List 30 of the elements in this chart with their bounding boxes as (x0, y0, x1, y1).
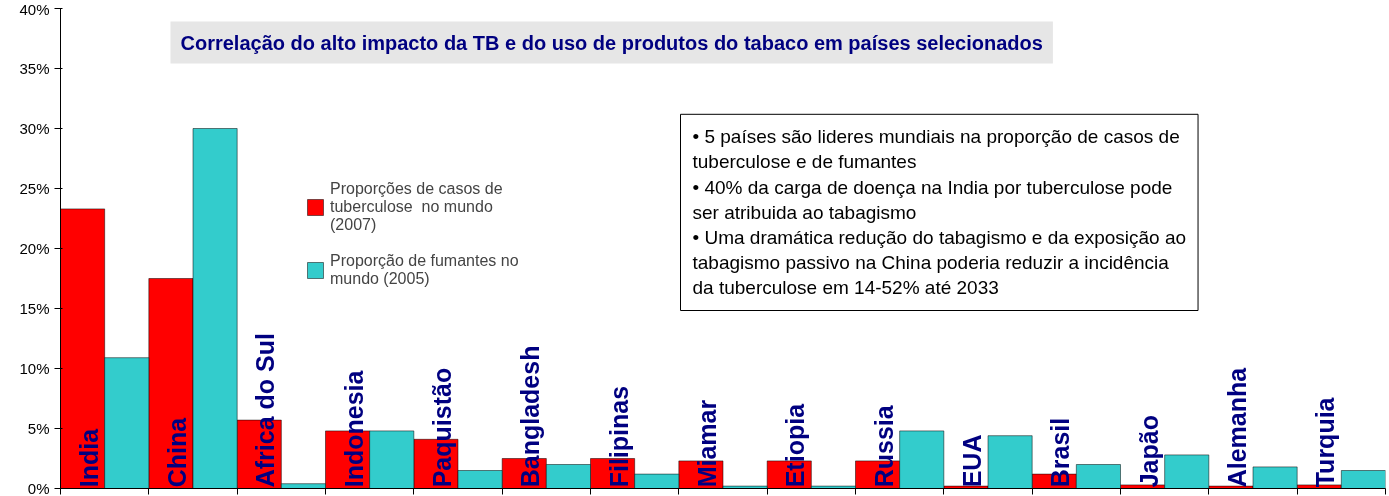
y-tick-label: 20% (19, 240, 50, 257)
x-tick-label: China (163, 416, 192, 488)
y-tick-label: 30% (19, 120, 50, 137)
x-tick-label: Africa do Sul (251, 333, 280, 488)
x-tick-label: Miamar (693, 399, 722, 488)
y-tick-label: 40% (19, 0, 50, 18)
x-tick-label: Russia (869, 404, 898, 488)
x-tick-label: Paquistão (428, 367, 457, 488)
y-tick-label: 15% (19, 300, 50, 317)
x-tick-label: Indonesia (339, 369, 368, 488)
annotation: • 40% da carga de doença na India por tuberculose pode ser atribuida ao tabagismo (692, 176, 1173, 223)
annotation: • 5 países são lideres mundiais na proporção de casos de tuberculose e de fumantes (692, 126, 1180, 173)
x-tick-label: Turquia (1311, 396, 1340, 488)
x-tick-label: India (74, 427, 103, 488)
x-tick-label: Filipinas (604, 385, 633, 488)
x-tick-label: Brasil (1046, 417, 1075, 488)
legend-label: Proporção de fumantes no mundo (2005) (330, 252, 519, 288)
legend-label: Proporções de casos de tuberculose no mundo (2007) (330, 180, 503, 234)
y-tick-label: 0% (27, 479, 50, 496)
x-tick-label: Japão (1134, 415, 1163, 488)
y-tick-label: 25% (19, 180, 50, 197)
x-tick-label: EUA (958, 434, 987, 488)
y-tick-label: 10% (19, 360, 50, 377)
x-tick-label: Alemanha (1223, 366, 1252, 488)
y-tick-label: 35% (19, 60, 50, 77)
x-tick-label: Etiopia (781, 402, 810, 488)
y-tick-label: 5% (27, 420, 50, 437)
text: Correlação do alto impacto da TB e do uso de produtos do tabaco em países selecionados (180, 31, 1043, 54)
annotation: • Uma dramática redução do tabagismo e da exposição ao tabagismo passivo na China poderia reduzir a incidência da tuberculose em 14-52% até 2033 (692, 227, 1187, 299)
x-tick-label: Bangladesh (516, 345, 545, 488)
